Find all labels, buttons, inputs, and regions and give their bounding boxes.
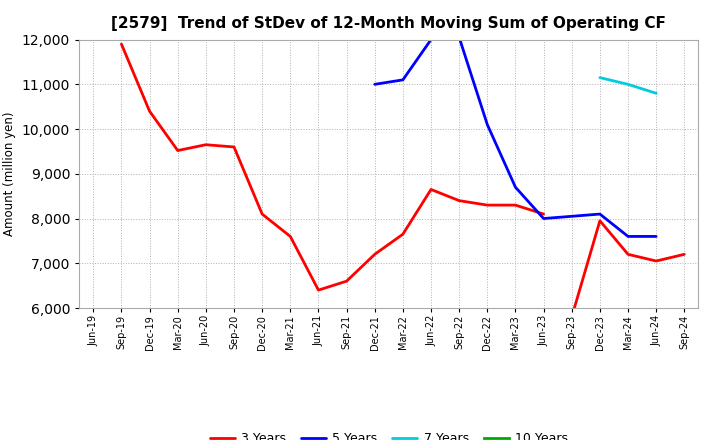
- 3 Years: [117, 41, 126, 47]
- Y-axis label: Amount (million yen): Amount (million yen): [4, 112, 17, 236]
- 3 Years: [342, 279, 351, 284]
- 3 Years: [258, 212, 266, 217]
- 3 Years: [370, 252, 379, 257]
- 3 Years: [539, 212, 548, 217]
- 3 Years: [314, 287, 323, 293]
- 7 Years: [652, 91, 660, 96]
- Line: 7 Years: 7 Years: [600, 77, 656, 93]
- 3 Years: [483, 202, 492, 208]
- 5 Years: [399, 77, 408, 83]
- 5 Years: [370, 82, 379, 87]
- 5 Years: [567, 214, 576, 219]
- 5 Years: [427, 37, 436, 42]
- 5 Years: [624, 234, 632, 239]
- 3 Years: [399, 231, 408, 237]
- 3 Years: [230, 144, 238, 150]
- 3 Years: [511, 202, 520, 208]
- Line: 5 Years: 5 Years: [374, 37, 656, 236]
- 3 Years: [202, 142, 210, 147]
- 3 Years: [427, 187, 436, 192]
- Legend: 3 Years, 5 Years, 7 Years, 10 Years: 3 Years, 5 Years, 7 Years, 10 Years: [204, 427, 573, 440]
- 3 Years: [455, 198, 464, 203]
- 7 Years: [595, 75, 604, 80]
- 5 Years: [455, 35, 464, 40]
- 3 Years: [286, 234, 294, 239]
- 5 Years: [539, 216, 548, 221]
- 5 Years: [483, 122, 492, 127]
- 5 Years: [595, 212, 604, 217]
- 3 Years: [145, 109, 154, 114]
- 3 Years: [174, 148, 182, 153]
- Title: [2579]  Trend of StDev of 12-Month Moving Sum of Operating CF: [2579] Trend of StDev of 12-Month Moving…: [112, 16, 666, 32]
- Line: 3 Years: 3 Years: [122, 44, 544, 290]
- 7 Years: [624, 82, 632, 87]
- 5 Years: [511, 185, 520, 190]
- 5 Years: [652, 234, 660, 239]
